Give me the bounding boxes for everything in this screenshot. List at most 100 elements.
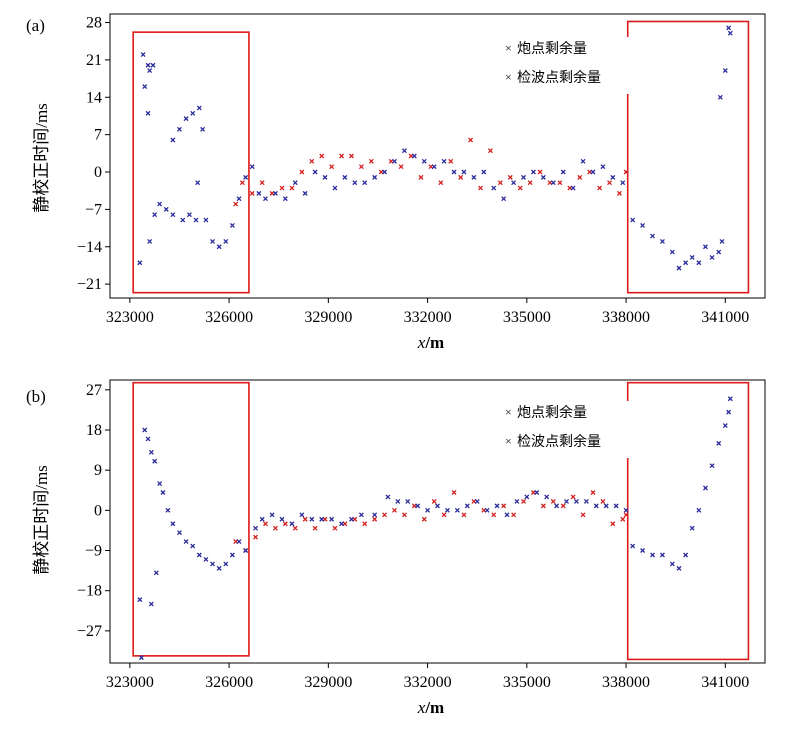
y-tick-label: 27 <box>86 382 102 399</box>
shot-point <box>550 498 556 504</box>
y-tick-label: −27 <box>77 623 102 640</box>
shot-point <box>259 180 265 186</box>
panel-label: (b) <box>26 387 46 406</box>
receiver-point <box>491 185 497 191</box>
receiver-point <box>177 126 182 132</box>
receiver-point <box>150 62 156 68</box>
receiver-point <box>243 174 249 180</box>
receiver-point <box>544 494 550 500</box>
shot-point <box>368 158 374 164</box>
y-tick-label: 28 <box>86 15 102 32</box>
receiver-point <box>494 503 500 509</box>
x-tick-label: 326000 <box>205 674 253 691</box>
receiver-point <box>170 137 176 143</box>
shot-point <box>438 180 444 186</box>
shot-point <box>233 201 239 207</box>
receiver-point <box>249 164 255 170</box>
receiver-point <box>302 190 308 196</box>
y-tick-label: −9 <box>85 543 102 560</box>
receiver-point <box>613 503 619 509</box>
receiver-point <box>441 158 447 164</box>
shot-point <box>329 164 335 170</box>
receiver-point <box>332 185 338 191</box>
receiver-point <box>620 180 626 186</box>
x-tick-label: 329000 <box>304 309 352 326</box>
shot-point <box>312 525 318 531</box>
receiver-point <box>521 174 526 180</box>
receiver-point <box>259 516 265 522</box>
receiver-point <box>392 158 397 164</box>
receiver-point <box>256 190 262 196</box>
shot-point <box>570 494 576 500</box>
highlight-box-2 <box>626 20 750 294</box>
y-tick-label: −14 <box>77 239 102 256</box>
shot-point <box>478 185 483 191</box>
shot-point <box>358 164 364 170</box>
receiver-point <box>372 512 378 518</box>
receiver-point <box>349 516 354 522</box>
shot-point <box>540 503 546 509</box>
receiver-point <box>640 548 646 553</box>
shot-point <box>441 512 447 518</box>
shot-point <box>461 512 467 518</box>
shot-point <box>272 525 278 531</box>
receiver-point <box>372 174 378 180</box>
receiver-point <box>716 440 722 446</box>
receiver-point <box>183 539 189 545</box>
shot-point <box>309 158 315 164</box>
receiver-point <box>203 556 209 562</box>
receiver-point <box>696 260 702 266</box>
shot-point <box>557 180 563 186</box>
receiver-point <box>243 548 249 553</box>
receiver-point <box>630 543 636 549</box>
receiver-point <box>322 174 328 180</box>
shot-point <box>577 174 583 180</box>
shot-point <box>511 512 517 518</box>
x-axis-title: x/m <box>417 698 444 717</box>
y-tick-label: −21 <box>77 276 102 293</box>
receiver-point <box>153 570 159 576</box>
receiver-point <box>272 190 278 196</box>
shot-point <box>372 516 378 522</box>
shot-point <box>299 169 305 175</box>
receiver-point <box>152 212 158 218</box>
receiver-point <box>148 449 154 455</box>
plot-frame <box>109 379 766 664</box>
shot-point <box>319 153 325 159</box>
shot-point <box>292 525 298 531</box>
receiver-point <box>719 238 725 244</box>
receiver-point <box>726 25 732 31</box>
receiver-point <box>177 530 182 536</box>
receiver-point <box>689 254 695 260</box>
receiver-point <box>223 561 229 567</box>
y-tick-label: 14 <box>86 89 102 106</box>
receiver-point <box>196 552 202 558</box>
receiver-point <box>431 164 437 170</box>
shot-point <box>339 153 345 159</box>
receiver-point <box>170 521 176 527</box>
shot-point <box>332 525 338 531</box>
y-tick-label: −7 <box>85 201 102 218</box>
receiver-point <box>722 423 728 428</box>
y-tick-label: −18 <box>77 583 102 600</box>
shot-point <box>607 180 612 186</box>
plot-frame <box>109 13 766 299</box>
receiver-point <box>195 180 201 186</box>
x-tick-label: 329000 <box>304 674 352 691</box>
receiver-point <box>421 158 427 164</box>
receiver-point <box>716 249 722 255</box>
axis-ticks: 323000 326000 329000 332000 335000 338000 3410… <box>77 15 749 326</box>
receiver-point <box>193 217 199 223</box>
receiver-point <box>157 201 163 207</box>
legend-box <box>499 401 633 458</box>
y-tick-label: 18 <box>86 422 102 439</box>
receiver-point <box>216 565 222 571</box>
legend-marker-shot: × <box>505 405 512 419</box>
receiver-point <box>160 490 166 495</box>
receiver-point <box>540 174 546 180</box>
shot-point <box>501 503 507 509</box>
receiver-point <box>676 265 682 271</box>
x-tick-label: 338000 <box>602 309 650 326</box>
legend-marker-receiver: × <box>505 434 512 448</box>
shot-point <box>392 507 397 513</box>
